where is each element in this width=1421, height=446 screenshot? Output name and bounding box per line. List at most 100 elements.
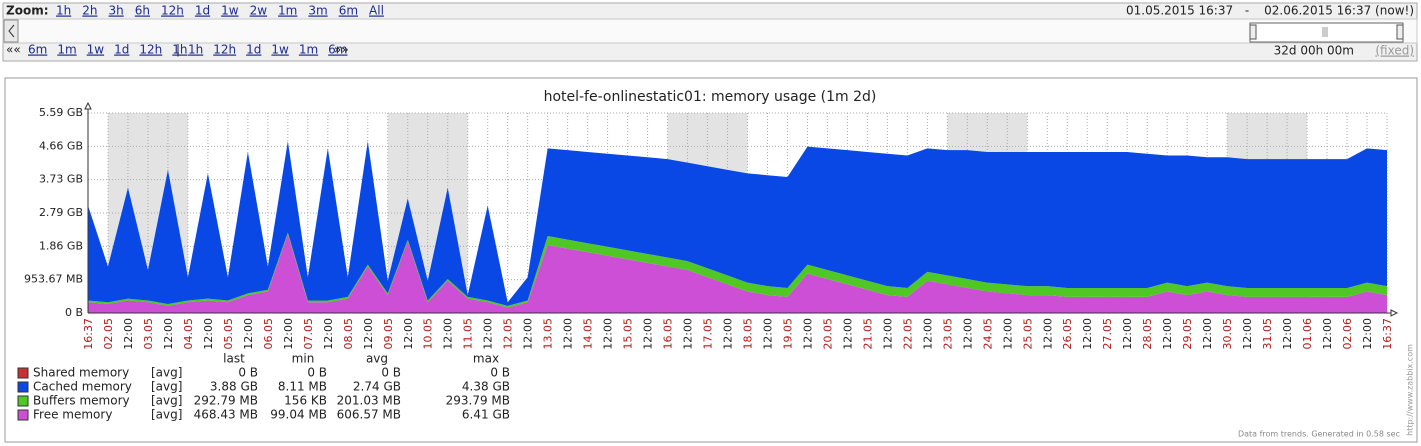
zoom-link[interactable]: 3h	[109, 4, 124, 18]
zoom-link[interactable]: 1d	[246, 43, 261, 57]
period-mode[interactable]: (fixed)	[1375, 44, 1414, 58]
handle-left[interactable]	[1249, 24, 1257, 40]
zoom-link[interactable]: 6m	[28, 43, 47, 57]
zoom-link[interactable]: 1w	[271, 43, 289, 57]
x-tick-label: 12:00	[1121, 318, 1134, 350]
x-tick-label: 12.05	[502, 318, 515, 350]
zoom-link[interactable]: 12h	[161, 4, 184, 18]
x-tick-label: 12:00	[1041, 318, 1054, 350]
arrow	[84, 101, 92, 110]
area	[88, 232, 1387, 308]
x-tick-label: 06.05	[262, 318, 275, 350]
legend-stat: 2.74 GB	[353, 380, 401, 394]
zoom-link[interactable]: 2h	[82, 4, 97, 18]
scroll-left-button[interactable]	[3, 19, 19, 43]
x-tick-label: 05.05	[222, 318, 235, 350]
x-tick-label: 12:00	[881, 318, 894, 350]
x-tick-label: 12:00	[961, 318, 974, 350]
zoom-link[interactable]: 1w	[87, 43, 105, 57]
x-tick-label: 12:00	[242, 318, 255, 350]
zoom-link[interactable]: 3m	[308, 4, 327, 18]
legend-swatch	[17, 409, 29, 421]
x-tick-label: 02.06	[1341, 318, 1354, 350]
date-to: 02.06.2015 16:37 (now!)	[1264, 4, 1414, 18]
x-tick-label: 12:00	[1201, 318, 1214, 350]
x-tick-label: 12:00	[202, 318, 215, 350]
forward-arrow[interactable]: »»	[334, 43, 349, 57]
legend-swatch	[17, 395, 29, 407]
zoom-link[interactable]: 1d	[114, 43, 129, 57]
zoom-link[interactable]: 6h	[135, 4, 150, 18]
zoom-link[interactable]: 1m	[278, 4, 297, 18]
legend-stat: 8.11 MB	[278, 380, 327, 394]
x-tick-label: 12:00	[522, 318, 535, 350]
zoom-link[interactable]: 1w	[221, 4, 239, 18]
x-tick-label: 04.05	[182, 318, 195, 350]
x-tick-label: 12:00	[682, 318, 695, 350]
legend-name: Free memory	[33, 408, 112, 422]
watermark: http://www.zabbix.com	[1406, 344, 1415, 436]
x-tick-label: 12:00	[162, 318, 175, 350]
footer: Data from trends. Generated in 0.58 sec	[1238, 430, 1400, 439]
zoom-link[interactable]: 1d	[195, 4, 210, 18]
x-tick-label: 12:00	[402, 318, 415, 350]
area	[88, 141, 1387, 306]
y-tick-label: 4.66 GB	[39, 139, 83, 152]
legend-function: [avg]	[151, 366, 182, 380]
x-tick-label: 12:00	[482, 318, 495, 350]
legend-header: avg	[366, 352, 388, 366]
x-tick-label: 12:00	[1081, 318, 1094, 350]
x-tick-label: 15.05	[622, 318, 635, 350]
legend-swatch	[17, 381, 29, 393]
zoom-link[interactable]: 1m	[57, 43, 76, 57]
x-tick-label: 26.05	[1061, 318, 1074, 350]
x-tick-label: 11.05	[462, 318, 475, 350]
y-tick-label: 2.79 GB	[39, 206, 83, 219]
x-tick-label: 18.05	[741, 318, 754, 350]
legend-stat: 0 B	[238, 366, 258, 380]
back-arrow[interactable]: ««	[6, 43, 21, 57]
x-tick-label: 09.05	[382, 318, 395, 350]
y-tick-label: 1.86 GB	[39, 239, 83, 252]
x-tick-label: 12:00	[322, 318, 335, 350]
legend-header: last	[223, 352, 245, 366]
legend-function: [avg]	[151, 394, 182, 408]
zoom-link[interactable]: 12h	[139, 43, 162, 57]
scrollbar-track	[2, 18, 1418, 44]
legend-stat: 0 B	[490, 366, 510, 380]
x-tick-label: 12:00	[1281, 318, 1294, 350]
zoom-link[interactable]: 1h	[188, 43, 203, 57]
zoom-link[interactable]: 12h	[213, 43, 236, 57]
arrow	[1390, 309, 1399, 317]
legend-name: Shared memory	[33, 366, 129, 380]
y-tick-label: 3.73 GB	[39, 173, 83, 186]
zoom-link[interactable]: All	[369, 4, 384, 18]
x-tick-label: 12:00	[642, 318, 655, 350]
x-tick-label: 21.05	[861, 318, 874, 350]
x-tick-label: 07.05	[302, 318, 315, 350]
zoom-link[interactable]: 6m	[328, 43, 347, 57]
legend-name: Buffers memory	[33, 394, 130, 408]
zoom-link[interactable]: 6m	[339, 4, 358, 18]
zoom-link[interactable]: 2w	[250, 4, 268, 18]
handle-right[interactable]	[1396, 24, 1404, 40]
x-tick-label: 12:00	[1161, 318, 1174, 350]
zoom-link[interactable]: 1m	[299, 43, 318, 57]
legend-stat: 606.57 MB	[337, 408, 401, 422]
x-tick-label: 12:00	[1241, 318, 1254, 350]
zoom-link[interactable]: 1h	[172, 43, 187, 57]
y-tick-label: 0 B	[65, 306, 83, 319]
x-tick-label: 13.05	[542, 318, 555, 350]
zoom-link[interactable]: 1h	[56, 4, 71, 18]
x-tick-label: 12:00	[442, 318, 455, 350]
x-tick-label: 25.05	[1021, 318, 1034, 350]
x-tick-label: 16:37	[82, 318, 95, 350]
x-tick-label: 08.05	[342, 318, 355, 350]
legend-stat: 3.88 GB	[210, 380, 258, 394]
x-tick-label: 12:00	[841, 318, 854, 350]
legend-stat: 201.03 MB	[337, 394, 401, 408]
legend-stat: 468.43 MB	[194, 408, 258, 422]
legend-stat: 156 KB	[284, 394, 327, 408]
legend-name: Cached memory	[33, 380, 132, 394]
